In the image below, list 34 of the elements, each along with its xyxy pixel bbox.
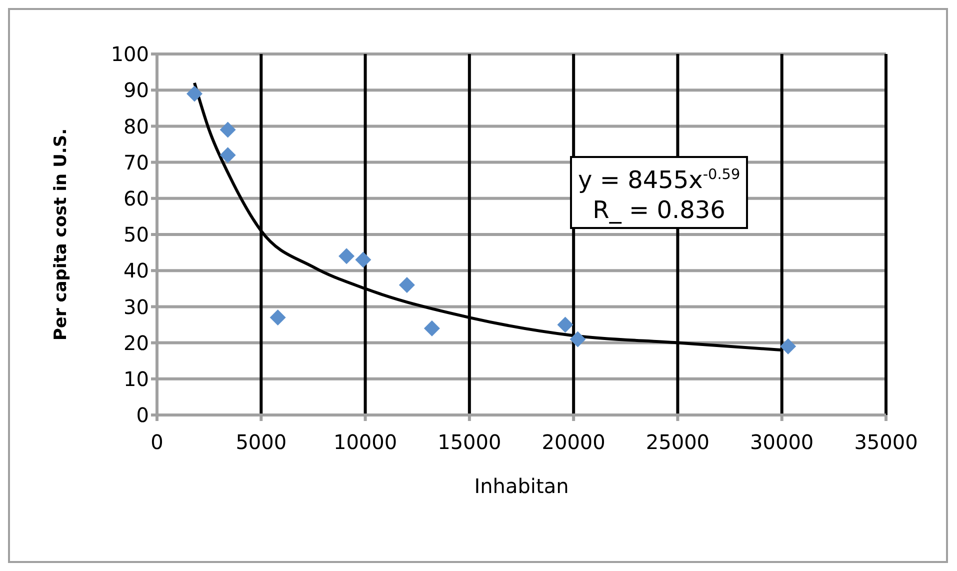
point	[270, 310, 286, 326]
x-tick-label: 5000	[236, 430, 287, 454]
y-tick-label: 100	[110, 42, 149, 66]
point	[186, 86, 202, 102]
y-tick-label: 40	[124, 258, 149, 283]
x-tick-label: 35000	[854, 430, 918, 454]
annotation: y = 8455x$^{-0.59}$	[578, 165, 740, 195]
point	[570, 331, 586, 348]
point	[557, 316, 574, 333]
x-tick-label: 20000	[542, 430, 606, 454]
y-axis-title: Per capita cost in U.S.	[51, 128, 72, 341]
point	[338, 248, 355, 264]
x-tick-label: 25000	[646, 430, 710, 454]
point	[398, 277, 415, 294]
point	[780, 338, 796, 354]
point	[220, 147, 236, 164]
y-tick-label: 10	[124, 367, 149, 391]
y-tick-label: 20	[124, 330, 149, 355]
y-tick-label: 0	[136, 403, 149, 428]
y-tick-label: 80	[124, 114, 149, 138]
equation-box: y = 8455x$^{-0.59}$ R_ = 0.836	[570, 156, 748, 229]
annotation: R_ = 0.836	[592, 195, 726, 225]
point	[220, 122, 236, 138]
x-tick-label: 15000	[438, 430, 502, 454]
y-tick-label: 60	[124, 186, 149, 210]
y-tick-label: 50	[124, 222, 149, 247]
point	[424, 320, 440, 336]
y-tick-label: 90	[124, 78, 149, 102]
point	[355, 252, 372, 268]
y-tick-label: 70	[124, 150, 149, 174]
x-tick-label: 30000	[750, 430, 814, 454]
y-tick-label: 30	[124, 294, 149, 319]
x-tick-label: 10000	[333, 430, 398, 454]
x-axis-title: Inhabitan	[474, 474, 569, 498]
